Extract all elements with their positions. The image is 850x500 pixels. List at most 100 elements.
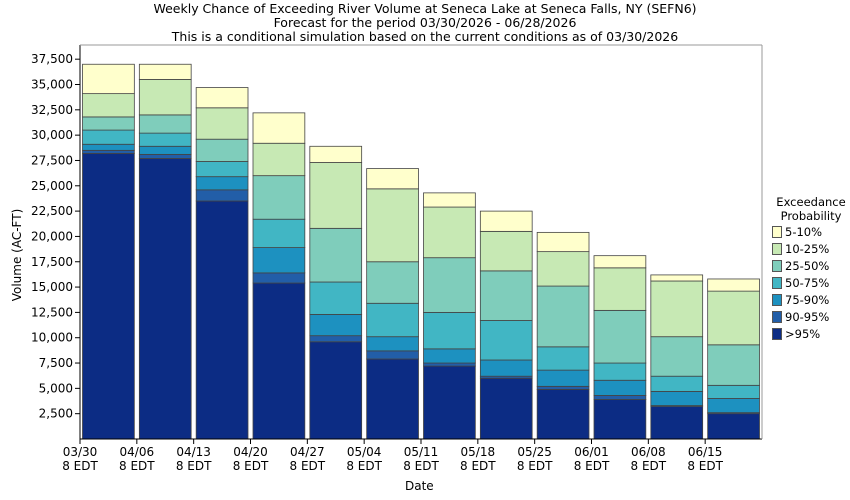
bar-segment-04-13-10-25pct — [195, 107, 249, 140]
legend-label: 10-25% — [785, 241, 830, 256]
legend-swatch — [772, 259, 782, 272]
legend-title-line2: Probability — [780, 209, 842, 223]
y-axis-title: Volume (AC-FT) — [10, 208, 24, 302]
x-tick-label-time: 8 EDT — [62, 459, 98, 473]
bar-segment-05-04-10-25pct — [366, 188, 419, 263]
x-tick-label-time: 8 EDT — [403, 459, 439, 473]
bar-segment-04-27-50-75pct — [309, 281, 363, 315]
bar-segment-06-08-10-25pct — [650, 280, 704, 338]
bar-segment-05-04-gt95pct — [366, 358, 419, 440]
bar-segment-04-27-90-95pct — [309, 335, 363, 343]
bar-segment-03-30-75-90pct — [82, 143, 135, 151]
x-tick-label-date: 04/20 — [233, 445, 268, 459]
bar-segment-05-04-25-50pct — [366, 261, 419, 304]
bar-segment-04-20-90-95pct — [252, 272, 306, 284]
y-tick-label: 12,500 — [31, 305, 73, 319]
y-tick-label: 22,500 — [31, 204, 73, 218]
bar-segment-04-13-25-50pct — [195, 138, 249, 162]
bar-segment-05-25-gt95pct — [536, 388, 590, 440]
bar-segment-04-20-50-75pct — [252, 218, 306, 248]
x-tick-label-time: 8 EDT — [346, 459, 382, 473]
chart-subtitle-conditions: This is a conditional simulation based o… — [171, 29, 679, 44]
x-tick-label-time: 8 EDT — [687, 459, 723, 473]
legend-item: 90-95% — [772, 308, 850, 325]
bar-segment-06-08-5-10pct — [650, 274, 704, 282]
legend-item: 50-75% — [772, 274, 850, 291]
legend-item: 5-10% — [772, 223, 850, 240]
bar-segment-05-25-75-90pct — [536, 369, 590, 387]
bar-segment-06-01-5-10pct — [593, 255, 647, 269]
legend-label: 90-95% — [785, 309, 830, 324]
x-tick-label-time: 8 EDT — [233, 459, 269, 473]
bar-segment-06-08-50-75pct — [650, 375, 704, 392]
x-tick-label-date: 05/04 — [347, 445, 382, 459]
bar-segment-05-11-75-90pct — [423, 348, 476, 364]
bar-segment-04-13-50-75pct — [195, 161, 249, 178]
bar-segment-04-20-gt95pct — [252, 282, 306, 440]
bar-segment-06-15-10-25pct — [707, 290, 760, 346]
y-tick-label: 25,000 — [31, 179, 73, 193]
bar-segment-03-30-5-10pct — [82, 63, 135, 95]
y-tick-label: 32,500 — [31, 103, 73, 117]
bar-segment-05-18-gt95pct — [479, 377, 533, 440]
bar-segment-05-11-90-95pct — [423, 362, 476, 367]
bar-segment-04-27-10-25pct — [309, 162, 363, 229]
legend-items: 5-10% 10-25% 25-50% 50-75% 75-90% 90-95% >95% — [772, 223, 850, 342]
x-tick-label-time: 8 EDT — [631, 459, 667, 473]
chart-subtitle-period: Forecast for the period 03/30/2026 - 06/… — [273, 15, 577, 30]
bar-segment-05-18-25-50pct — [479, 270, 533, 321]
bar-segment-05-11-gt95pct — [423, 365, 476, 440]
bar-segment-04-06-50-75pct — [138, 132, 192, 147]
bar-segment-04-06-25-50pct — [138, 114, 192, 134]
bar-segment-04-06-75-90pct — [138, 145, 192, 155]
bar-segment-05-11-25-50pct — [423, 257, 476, 313]
x-tick-label-date: 04/13 — [176, 445, 211, 459]
bar-segment-06-01-90-95pct — [593, 395, 647, 400]
legend-swatch — [772, 225, 782, 238]
bar-segment-04-06-90-95pct — [138, 153, 192, 159]
bar-segment-05-18-5-10pct — [479, 210, 533, 232]
bar-segment-05-04-75-90pct — [366, 336, 419, 352]
bar-segment-05-18-10-25pct — [479, 230, 533, 272]
legend-swatch — [772, 293, 782, 306]
x-tick-label-date: 06/08 — [631, 445, 666, 459]
bar-segment-06-08-gt95pct — [650, 406, 704, 440]
bar-segment-06-15-75-90pct — [707, 398, 760, 414]
bar-segment-05-11-50-75pct — [423, 311, 476, 350]
legend-swatch — [772, 276, 782, 289]
bar-segment-05-18-75-90pct — [479, 359, 533, 377]
bar-segment-06-01-25-50pct — [593, 309, 647, 364]
y-tick-label: 37,500 — [31, 52, 73, 66]
legend-label: 25-50% — [785, 258, 830, 273]
bar-segment-06-15-50-75pct — [707, 384, 760, 399]
bar-segment-06-08-25-50pct — [650, 336, 704, 377]
legend-item: >95% — [772, 325, 850, 342]
x-tick-label-time: 8 EDT — [517, 459, 553, 473]
y-tick-label: 17,500 — [31, 255, 73, 269]
bar-segment-03-30-25-50pct — [82, 116, 135, 131]
bar-segment-04-27-25-50pct — [309, 227, 363, 283]
x-tick-label-time: 8 EDT — [119, 459, 155, 473]
x-tick-label-date: 05/25 — [517, 445, 552, 459]
x-tick-label-date: 05/11 — [404, 445, 439, 459]
y-tick-label: 7,500 — [39, 356, 73, 370]
x-axis-title: Date — [405, 479, 434, 493]
y-tick-label: 35,000 — [31, 78, 73, 92]
bar-segment-04-27-5-10pct — [309, 145, 363, 163]
x-tick-label-time: 8 EDT — [176, 459, 212, 473]
x-tick-label-date: 06/15 — [688, 445, 723, 459]
bar-segment-05-25-10-25pct — [536, 251, 590, 287]
y-tick-label: 2,500 — [39, 407, 73, 421]
bar-segment-05-11-5-10pct — [423, 192, 476, 208]
bar-segment-06-15-25-50pct — [707, 344, 760, 386]
x-tick-label-date: 06/01 — [574, 445, 609, 459]
legend-label: >95% — [785, 326, 821, 341]
legend-item: 75-90% — [772, 291, 850, 308]
bar-segment-04-13-75-90pct — [195, 176, 249, 191]
bar-segment-03-30-90-95pct — [82, 149, 135, 154]
bar-segment-04-27-75-90pct — [309, 314, 363, 337]
bar-segment-04-20-75-90pct — [252, 247, 306, 274]
bar-segment-05-18-50-75pct — [479, 320, 533, 361]
x-tick-label-date: 05/18 — [461, 445, 496, 459]
